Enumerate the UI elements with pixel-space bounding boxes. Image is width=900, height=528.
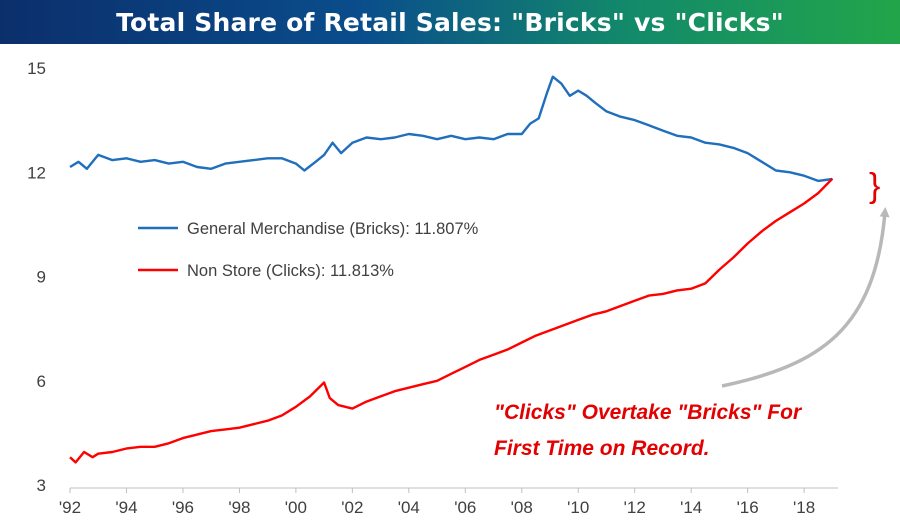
- x-tick-label: '16: [737, 498, 759, 517]
- series-line-bricks: [69, 75, 833, 183]
- legend: General Merchandise (Bricks): 11.807% Non…: [138, 220, 479, 280]
- annotation: } "Clicks" Overtake "Bricks" For First Tim…: [494, 167, 890, 460]
- x-tick-label: '92: [59, 498, 81, 517]
- title-banner: Total Share of Retail Sales: "Bricks" vs…: [0, 0, 900, 44]
- x-tick-label: '10: [567, 498, 589, 517]
- x-tick-label: '12: [624, 498, 646, 517]
- annotation-text: "Clicks" Overtake "Bricks" For: [494, 401, 803, 424]
- x-tick-label: '06: [454, 498, 476, 517]
- x-tick-label: '02: [341, 498, 363, 517]
- x-tick-label: '04: [398, 498, 420, 517]
- y-tick-label: 12: [27, 163, 46, 182]
- y-tick-label: 6: [37, 372, 46, 391]
- x-tick-label: '14: [680, 498, 702, 517]
- x-tick-label: '18: [793, 498, 815, 517]
- x-tick-label: '00: [285, 498, 307, 517]
- y-tick-label: 9: [37, 268, 46, 287]
- chart-title: Total Share of Retail Sales: "Bricks" vs…: [116, 7, 784, 37]
- x-axis: '92 '94 '96 '98 '00 '02 '04 '06 '08 '10 '12 '14 '16 '…: [59, 487, 838, 517]
- gap-bracket: }: [869, 167, 880, 205]
- annotation-arrow: [721, 207, 890, 388]
- legend-label: Non Store (Clicks): 11.813%: [187, 262, 394, 280]
- y-axis: 3 6 9 12 15: [27, 59, 46, 495]
- x-tick-label: '96: [172, 498, 194, 517]
- x-tick-label: '94: [115, 498, 137, 517]
- series-line-clicks: [69, 177, 834, 464]
- x-tick-label: '08: [511, 498, 533, 517]
- y-tick-label: 15: [27, 59, 46, 78]
- y-tick-label: 3: [37, 476, 46, 495]
- series-layer: [69, 75, 834, 464]
- x-tick-label: '98: [228, 498, 250, 517]
- annotation-text: First Time on Record.: [494, 437, 710, 460]
- legend-label: General Merchandise (Bricks): 11.807%: [187, 220, 479, 238]
